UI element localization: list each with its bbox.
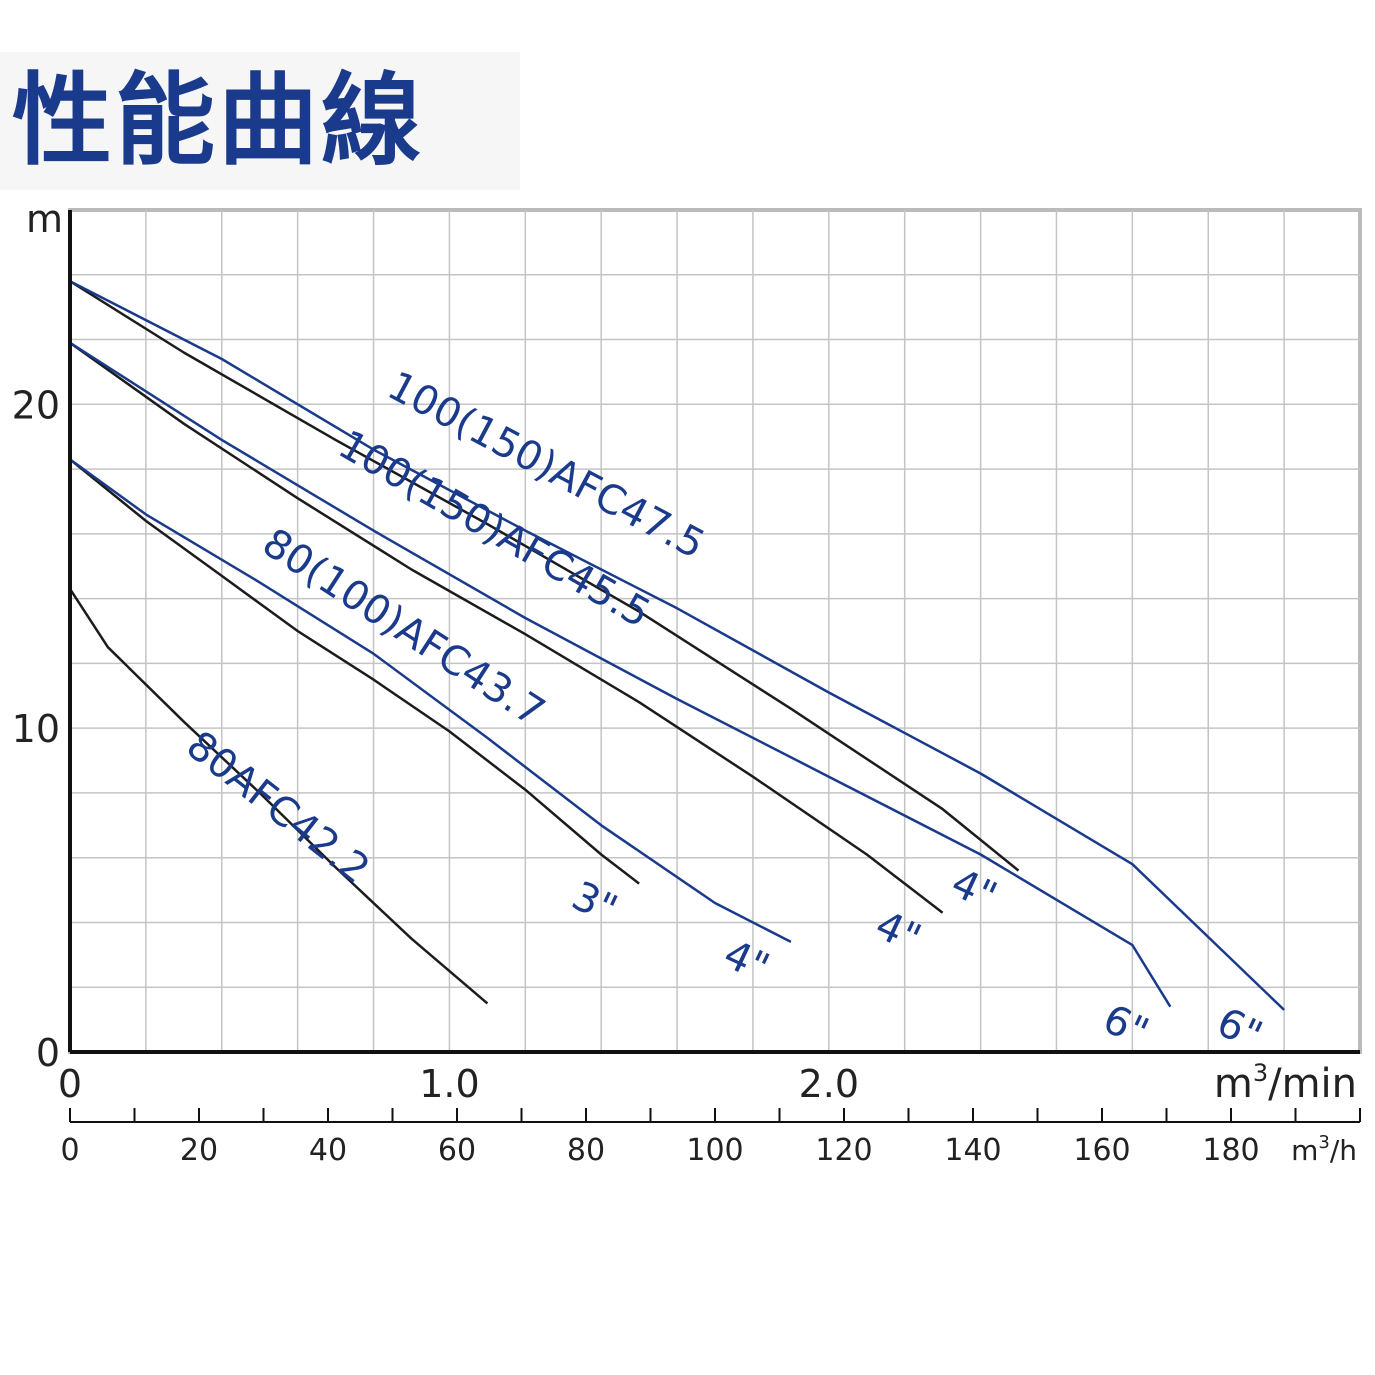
secondary-x-tick-label: 100 xyxy=(686,1133,743,1168)
secondary-x-tick-label: 160 xyxy=(1073,1133,1130,1168)
secondary-x-tick-label: 120 xyxy=(815,1133,872,1168)
curve-3-blue xyxy=(69,341,1172,1008)
secondary-x-tick-label: 180 xyxy=(1202,1133,1259,1168)
curve-4-black xyxy=(69,280,1020,872)
chart-grid xyxy=(68,208,1362,1054)
curve-2-blue xyxy=(69,458,792,944)
secondary-x-tick-label: 80 xyxy=(567,1133,605,1168)
y-tick-label: 0 xyxy=(36,1031,60,1075)
curve-1-black xyxy=(68,588,489,1005)
secondary-x-tick-label: 20 xyxy=(180,1133,218,1168)
curve-2-black xyxy=(69,458,640,885)
y-axis-label: m xyxy=(26,197,63,241)
plot-frame xyxy=(68,208,1362,1054)
curve-4-blue xyxy=(69,280,1285,1011)
y-tick-label: 20 xyxy=(12,383,60,427)
curve-3-black xyxy=(69,341,944,914)
page-title: 性能曲線 xyxy=(12,62,424,179)
y-tick-label: 10 xyxy=(12,707,60,751)
x-tick-label: 2.0 xyxy=(799,1062,859,1106)
secondary-x-tick-label: 0 xyxy=(60,1133,79,1168)
x-axis-unit-primary: m3/min xyxy=(1214,1059,1357,1107)
x-tick-label: 1.0 xyxy=(419,1062,479,1106)
secondary-x-tick-label: 60 xyxy=(438,1133,476,1168)
x-tick-label: 0 xyxy=(58,1062,82,1106)
x-axis-unit-secondary: m3/h xyxy=(1291,1132,1357,1167)
title-background xyxy=(0,52,520,190)
secondary-x-tick-label: 140 xyxy=(944,1133,1001,1168)
chart-axes: m 0 10 20 0 1.0 2.0 m3/min 0 20 40 60 80 100 120 140 160… xyxy=(12,197,1361,1168)
chart-curves xyxy=(68,280,1285,1011)
secondary-x-tick-label: 40 xyxy=(309,1133,347,1168)
